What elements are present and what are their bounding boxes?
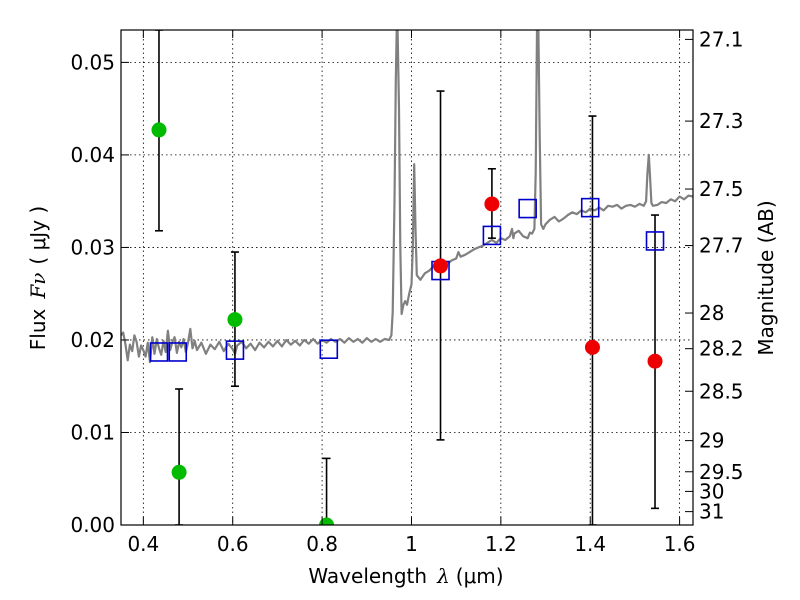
- model-band-square: [645, 231, 665, 251]
- x-tick-label: 0.6: [217, 532, 249, 556]
- y-tick-label: 0.05: [70, 50, 115, 74]
- red-data-point: [433, 258, 449, 274]
- model-band-square: [580, 197, 600, 218]
- x-tick-label: 1.2: [485, 532, 517, 556]
- magnitude-tick-label: 27.1: [699, 27, 744, 51]
- plot-frame: [120, 29, 694, 526]
- error-bar-layer: [154, 30, 660, 525]
- model-band-square: [225, 340, 245, 360]
- x-axis-title-prefix: Wavelength: [308, 564, 427, 588]
- magnitude-tick-label: 28: [699, 301, 724, 325]
- x-tick-label: 1.6: [664, 532, 696, 556]
- model-band-square: [482, 225, 502, 246]
- x-axis-title: Wavelength λ (μm): [308, 564, 503, 588]
- x-tick-label: 0.4: [127, 532, 159, 556]
- x-axis-title-unit: (μm): [456, 564, 504, 588]
- x-tick-label: 1: [405, 532, 418, 556]
- y-tick-label: 0.00: [70, 513, 115, 537]
- magnitude-tick-label: 28.2: [699, 337, 744, 361]
- magnitude-tick-label: 30: [699, 479, 724, 503]
- green-data-point: [151, 122, 167, 138]
- x-tick-label: 0.8: [306, 532, 338, 556]
- y-tick-label: 0.04: [70, 143, 115, 167]
- red-data-point: [484, 196, 500, 212]
- green-data-point: [171, 464, 187, 480]
- red-data-point: [647, 353, 663, 369]
- model-band-square: [319, 339, 339, 360]
- magnitude-tick-label: 31: [699, 500, 724, 524]
- y-axis-title-unit: ( μJy ): [26, 206, 50, 265]
- plot-area: [121, 30, 693, 525]
- y-axis-title-prefix: Flux: [26, 308, 50, 350]
- magnitude-tick-label: 29: [699, 429, 724, 453]
- axis-tick-labels: 0.4 0.6 0.8 1 1.2 1.4 1.6 0.00 0.01 0.02 0.03 0.04 0…: [70, 27, 743, 556]
- magnitude-tick-label: 29.5: [699, 460, 744, 484]
- magnitude-tick-label: 27.5: [699, 177, 744, 201]
- magnitude-tick-label: 28.5: [699, 379, 744, 403]
- y-tick-label: 0.02: [70, 328, 115, 352]
- x-tick-label: 1.4: [574, 532, 606, 556]
- magnitude-tick-label: 27.3: [699, 109, 744, 133]
- green-data-point: [319, 517, 335, 525]
- model-band-square: [149, 342, 169, 362]
- green-data-point: [227, 312, 243, 328]
- y-axis-title-symbol: Fν: [26, 273, 50, 300]
- red-data-point: [584, 339, 600, 355]
- grid-lines: [121, 30, 693, 526]
- model-band-square: [518, 198, 537, 219]
- axis-ticks: [121, 30, 693, 526]
- model-band-square: [168, 342, 188, 362]
- photometry-point-layer: [151, 122, 663, 525]
- y-tick-label: 0.01: [70, 420, 115, 444]
- y-axis-title: Flux Fν ( μJy ): [26, 206, 50, 350]
- magnitude-tick-label: 27.7: [699, 234, 744, 258]
- y-tick-label: 0.03: [70, 235, 115, 259]
- right-axis-title: Magnitude (AB): [754, 200, 778, 355]
- model-square-layer: [149, 197, 665, 362]
- x-axis-title-symbol: λ: [436, 564, 450, 588]
